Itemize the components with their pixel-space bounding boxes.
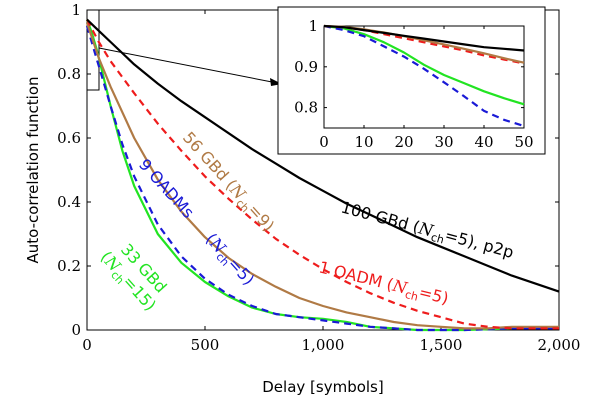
x-tick-label: 1,000 [302, 336, 345, 354]
y-tick-label: 0.6 [57, 129, 81, 147]
svg-text:(Nch=5): (Nch=5) [200, 229, 259, 291]
inset-plot-frame [323, 25, 525, 129]
annotation-oadm9-sub: ch [213, 250, 231, 268]
annotation-oadm1: 1 OADM (Nch=5) [316, 257, 450, 310]
annotation-oadm1-main: 1 OADM ( [317, 257, 395, 294]
inset-x-tick-label: 20 [394, 133, 413, 151]
annotation-oadm9-line1: 9 OADMs [135, 155, 198, 222]
annotation-p2p100-eq: =5), p2p [443, 225, 516, 262]
inset-series-line-oadm9 [323, 24, 525, 128]
inset-y-tick-label: 0.9 [294, 58, 318, 76]
y-tick-label: 0.8 [57, 65, 81, 83]
annotation-gbd33-sub: ch [108, 268, 126, 286]
annotation-oadm1-n: N [390, 276, 410, 298]
y-tick-label: 0 [71, 321, 81, 339]
series-line-gbd56 [85, 22, 559, 330]
annotation-p2p100-n: N [416, 218, 436, 240]
zoom-arrow-line [98, 47, 273, 83]
series-line-oadm9 [85, 25, 559, 332]
inset-x-tick-label: 0 [319, 133, 329, 151]
annotation-p2p100-sub: ch [429, 231, 445, 247]
inset-x-tick-label: 50 [514, 133, 533, 151]
annotation-oadm1-sub: ch [404, 288, 420, 304]
x-tick-label: 0 [82, 336, 92, 354]
annotation-oadm1-eq: =5) [417, 282, 451, 308]
inset-background-frame [277, 6, 546, 155]
annotation-gbd33: 33 GBd (Nch=15) [97, 240, 171, 315]
svg-text:1 OADM (Nch=5): 1 OADM (Nch=5) [316, 257, 450, 310]
annotation-p2p100-main: 100 GBd ( [339, 198, 422, 237]
y-tick-label: 1 [71, 1, 81, 19]
svg-text:100 GBd (Nch=5), p2p: 100 GBd (Nch=5), p2p [338, 198, 516, 265]
main-series-group [85, 18, 560, 332]
inset-axis-ticks: 0 10 20 30 40 50 0.8 0.9 1 [294, 17, 533, 151]
y-tick-label: 0.2 [57, 257, 81, 275]
inset-series-line-p2p100 [323, 24, 525, 52]
annotation-gbd56-sub: ch [233, 197, 251, 215]
inset-x-tick-label: 30 [434, 133, 453, 151]
x-axis-label: Delay [symbols] [262, 378, 383, 396]
inset-series-line-oadm1 [323, 24, 525, 65]
series-line-p2p100 [86, 18, 560, 293]
y-tick-label: 0.4 [57, 193, 81, 211]
inset-x-tick-label: 10 [354, 133, 373, 151]
x-tick-label: 1,500 [420, 336, 463, 354]
x-tick-label: 500 [191, 336, 220, 354]
inset-y-tick-label: 1 [308, 17, 318, 35]
zoom-region-box [86, 9, 100, 91]
inset-series-line-gbd33 [323, 24, 525, 106]
inset-x-tick-label: 40 [474, 133, 493, 151]
annotation-p2p100: 100 GBd (Nch=5), p2p [338, 198, 516, 265]
y-axis-label: Auto-correlation function [24, 76, 42, 263]
x-tick-label: 2,000 [538, 336, 581, 354]
annotation-gbd56-main: 56 GBd ( [179, 128, 240, 193]
inset-series-group [323, 24, 525, 128]
annotation-gbd56: 56 GBd (Nch=9) [177, 128, 278, 237]
svg-text:9 OADMs: 9 OADMs [135, 155, 198, 222]
inset-y-tick-label: 0.8 [294, 99, 318, 117]
svg-text:56 GBd (Nch=9): 56 GBd (Nch=9) [177, 128, 278, 237]
